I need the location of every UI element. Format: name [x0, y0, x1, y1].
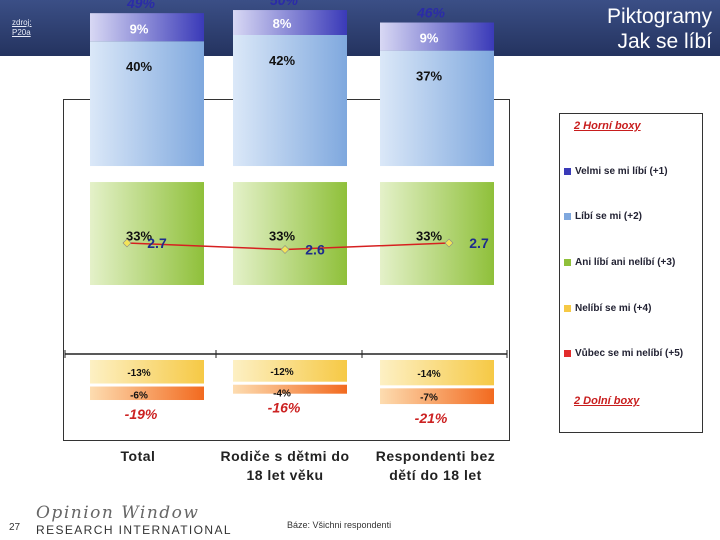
- label-very-dislike-parents: -4%: [273, 389, 291, 400]
- label-dislike-total: -13%: [127, 368, 150, 379]
- category-label-parents-line2: 18 let věku: [246, 467, 324, 483]
- label-top-box-total-no-children: 46%: [416, 5, 446, 21]
- bar-dislike-no-children: [380, 360, 494, 386]
- label-bottom-box-total-total: -19%: [125, 406, 158, 422]
- legend-swatch-like: [564, 213, 571, 220]
- mean-label-total: 2.7: [147, 235, 167, 251]
- bar-very-like-parents: [233, 10, 347, 35]
- bar-very-dislike-total: [90, 386, 204, 401]
- legend-item-neutral: Ani líbí ani nelíbí (+3): [564, 257, 698, 269]
- category-label-no-children: Respondenti bez dětí do 18 let: [358, 447, 513, 485]
- bar-dislike-total: [90, 360, 204, 384]
- legend-item-dislike: Nelíbí se mi (+4): [564, 303, 698, 315]
- page-number: 27: [9, 522, 21, 533]
- category-label-no-children-line2: dětí do 18 let: [389, 467, 482, 483]
- label-bottom-box-total-parents: -16%: [268, 400, 301, 416]
- label-dislike-parents: -12%: [270, 367, 293, 378]
- logo-script: Opinion Window: [36, 503, 200, 523]
- legend-label-dislike: Nelíbí se mi (+4): [575, 303, 652, 314]
- legend-item-like: Líbí se mi (+2): [564, 211, 698, 223]
- source-label: zdroj: P20a: [12, 18, 32, 38]
- bar-like-parents: [233, 35, 347, 167]
- category-label-total: Total: [88, 447, 188, 466]
- label-very-like-total: 9%: [130, 21, 149, 36]
- legend-top-boxes-label: 2 Horní boxy: [574, 120, 641, 132]
- legend-swatch-very-like: [564, 168, 571, 175]
- bar-like-total: [90, 41, 204, 167]
- label-like-total: 40%: [126, 59, 152, 74]
- label-bottom-box-total-no-children: -21%: [415, 410, 448, 426]
- bar-very-like-total: [90, 13, 204, 42]
- label-top-box-total-total: 49%: [126, 0, 156, 11]
- label-very-dislike-no-children: -7%: [420, 392, 438, 403]
- bar-neutral-total: [90, 182, 204, 285]
- bar-very-dislike-no-children: [380, 388, 494, 405]
- legend: 2 Horní boxy Velmi se mi líbí (+1) Líbí …: [559, 113, 703, 433]
- label-neutral-parents: 33%: [269, 229, 295, 244]
- mean-label-no-children: 2.7: [469, 235, 489, 251]
- label-dislike-no-children: -14%: [417, 369, 440, 380]
- bar-neutral-no-children: [380, 182, 494, 285]
- source-label-line2: P20a: [12, 28, 31, 37]
- logo-text: RESEARCH INTERNATIONAL: [36, 523, 232, 537]
- bar-neutral-parents: [233, 182, 347, 285]
- label-neutral-total: 33%: [126, 229, 152, 244]
- legend-swatch-dislike: [564, 305, 571, 312]
- page-title: Piktogramy Jak se líbí: [607, 4, 712, 54]
- page-title-line2: Jak se líbí: [617, 30, 712, 53]
- category-label-parents: Rodiče s dětmi do 18 let věku: [210, 447, 360, 485]
- label-very-like-parents: 8%: [273, 16, 292, 31]
- legend-bottom-boxes-label: 2 Dolní boxy: [574, 395, 640, 407]
- category-label-no-children-line1: Respondenti bez: [375, 448, 496, 464]
- legend-label-very-like: Velmi se mi líbí (+1): [575, 166, 668, 177]
- legend-item-very-dislike: Vůbec se mi nelíbí (+5): [564, 348, 698, 360]
- category-label-parents-line1: Rodiče s dětmi do: [220, 448, 350, 464]
- legend-swatch-neutral: [564, 259, 571, 266]
- legend-label-like: Líbí se mi (+2): [575, 211, 642, 222]
- bar-dislike-parents: [233, 360, 347, 382]
- label-like-parents: 42%: [269, 53, 295, 68]
- legend-swatch-very-dislike: [564, 350, 571, 357]
- label-like-no-children: 37%: [416, 69, 442, 84]
- legend-label-very-dislike: Vůbec se mi nelíbí (+5): [575, 348, 684, 359]
- label-very-dislike-total: -6%: [130, 391, 148, 402]
- label-top-box-total-parents: 50%: [270, 0, 299, 8]
- label-very-like-no-children: 9%: [420, 31, 439, 46]
- bar-very-dislike-parents: [233, 384, 347, 394]
- source-label-line1: zdroj:: [12, 18, 32, 27]
- label-neutral-no-children: 33%: [416, 229, 442, 244]
- category-label-total-line1: Total: [120, 448, 156, 464]
- page-title-line1: Piktogramy: [606, 5, 712, 28]
- mean-label-parents: 2.6: [305, 242, 325, 258]
- base-note: Báze: Všichni respondenti: [287, 520, 392, 530]
- bar-like-no-children: [380, 50, 494, 167]
- mean-marker-no-children: [444, 238, 454, 248]
- legend-item-very-like: Velmi se mi líbí (+1): [564, 166, 698, 178]
- mean-marker-total: [122, 238, 132, 248]
- legend-label-neutral: Ani líbí ani nelíbí (+3): [575, 257, 676, 268]
- mean-marker-parents: [280, 245, 290, 254]
- bar-very-like-no-children: [380, 22, 494, 51]
